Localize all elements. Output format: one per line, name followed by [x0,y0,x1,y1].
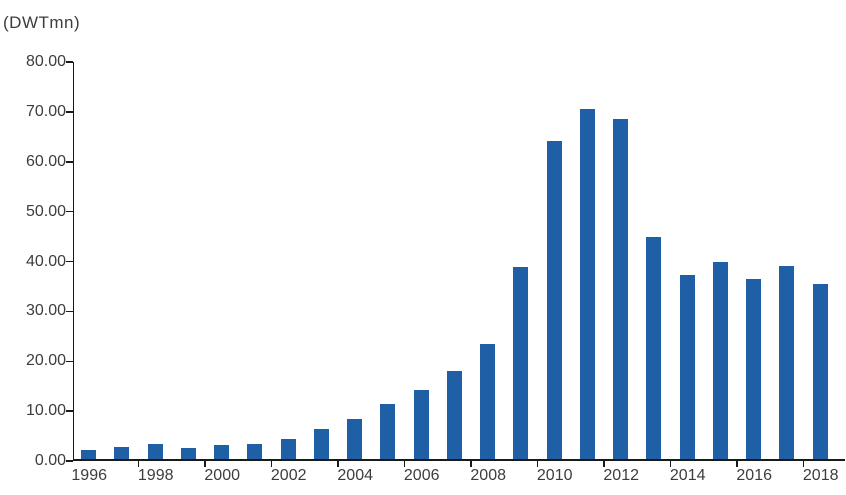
y-axis-tick [66,111,73,113]
x-axis-tick [137,461,140,467]
y-axis-tick [66,310,73,313]
bar-2012 [613,119,629,459]
y-axis-tick [66,61,73,63]
y-axis-tick [66,260,73,263]
x-axis-tick [802,461,805,467]
bar-2002 [280,438,296,459]
x-axis-tick [536,461,539,467]
y-axis-tick [66,161,73,163]
bar-2006 [413,390,429,459]
bar-2011 [579,109,595,459]
bar-2007 [446,370,462,459]
bar-1997 [114,447,130,459]
bar-1996 [81,450,97,459]
x-axis-tick-label: 2004 [337,467,373,484]
x-axis-tick-label: 2002 [270,467,307,484]
y-axis-tick-label: 50.00 [25,202,66,220]
x-axis-tick-label: 2000 [204,467,240,484]
x-axis-tick [736,461,738,467]
bar-2013 [646,236,662,459]
bar-2016 [746,278,762,459]
x-axis-tick-label: 2010 [536,467,573,484]
x-axis-tick-label: 2012 [603,467,639,484]
x-axis-tick [603,461,605,467]
y-axis-tick-label: 60.00 [25,152,66,170]
y-axis-unit-label: (DWTmn) [3,13,81,32]
plot-area [73,62,845,461]
bar-2004 [347,419,363,459]
bar-2008 [480,344,496,459]
bar-2009 [513,266,529,459]
x-axis-tick [337,461,339,467]
x-axis-tick-label: 2014 [669,467,706,484]
bar-2001 [247,443,263,459]
bar-2000 [214,444,230,459]
y-axis-tick [66,210,73,213]
y-axis-tick-label: 30.00 [25,302,66,320]
x-axis-tick-label: 2008 [470,467,506,484]
bar-2018 [812,284,828,459]
x-axis-tick-label: 2018 [802,467,839,484]
x-axis-tick [204,461,206,467]
bar-2017 [779,265,795,459]
x-axis-tick-label: 2006 [403,467,440,484]
x-axis-tick [403,461,406,467]
bar-2014 [679,275,695,459]
y-axis-tick [66,410,73,412]
y-axis-tick-label: 70.00 [25,102,66,120]
x-axis-tick-label: 1998 [137,467,174,484]
y-axis-tick-label: 40.00 [25,252,66,270]
bar-2005 [380,404,396,459]
y-axis-tick-label: 80.00 [25,53,66,70]
x-axis-tick-label: 2016 [736,467,772,484]
x-axis-tick [270,461,273,467]
y-axis-tick-label: 0.00 [34,452,66,469]
y-axis-tick [66,460,73,462]
bar-1999 [180,448,196,459]
x-axis-tick [669,461,672,467]
x-axis-tick-label: 1996 [71,467,107,484]
bar-2003 [313,429,329,459]
bar-1998 [147,444,163,459]
bar-2010 [546,141,562,459]
x-axis-tick [470,461,472,467]
y-axis-tick-label: 10.00 [25,402,66,420]
bar-2015 [712,262,728,459]
y-axis-tick-label: 20.00 [25,352,66,370]
y-axis-tick [66,360,73,362]
